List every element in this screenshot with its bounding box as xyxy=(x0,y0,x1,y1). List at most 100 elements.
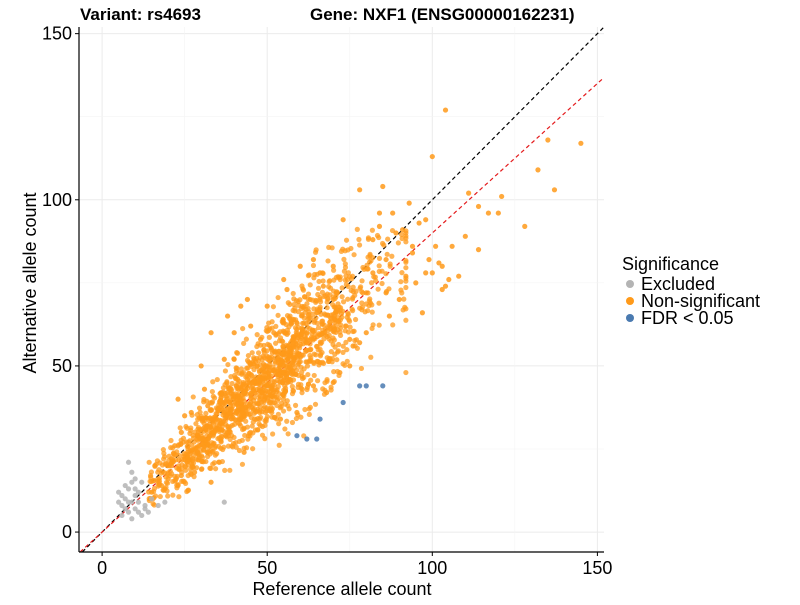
data-point-nonsig xyxy=(390,322,396,328)
data-point-nonsig xyxy=(276,421,282,427)
data-point-nonsig xyxy=(245,352,252,359)
data-point-nonsig xyxy=(204,453,211,460)
data-point-fdr xyxy=(304,436,310,442)
data-point-nonsig xyxy=(212,466,219,472)
data-point-nonsig xyxy=(187,470,194,476)
data-point-nonsig xyxy=(348,287,354,294)
data-point-excluded xyxy=(129,479,135,485)
data-point-nonsig xyxy=(185,487,191,494)
data-point-nonsig xyxy=(386,286,392,292)
data-point-nonsig xyxy=(250,419,256,425)
data-point-nonsig xyxy=(304,324,310,330)
data-point-nonsig xyxy=(369,227,375,233)
data-point-nonsig xyxy=(301,374,307,380)
data-point-nonsig xyxy=(286,353,292,359)
data-point-nonsig xyxy=(352,292,358,298)
data-point-nonsig xyxy=(231,356,237,362)
data-point-nonsig xyxy=(226,399,233,405)
data-point-nonsig xyxy=(208,330,214,336)
data-point-nonsig xyxy=(375,286,381,292)
data-point-nonsig xyxy=(293,340,299,346)
data-point-nonsig xyxy=(205,403,211,409)
data-point-excluded xyxy=(142,506,148,512)
data-point-nonsig xyxy=(172,473,178,479)
data-point-nonsig xyxy=(367,253,373,259)
data-point-excluded xyxy=(125,509,132,515)
data-point-nonsig xyxy=(400,307,406,313)
data-point-nonsig xyxy=(439,286,445,293)
data-point-nonsig xyxy=(403,273,409,279)
data-point-excluded xyxy=(116,499,122,505)
data-point-nonsig xyxy=(308,377,314,383)
data-point-nonsig xyxy=(264,408,270,414)
data-point-nonsig xyxy=(295,324,301,331)
data-point-nonsig xyxy=(178,466,185,472)
data-point-nonsig xyxy=(291,371,297,377)
data-point-nonsig xyxy=(291,301,297,308)
data-point-nonsig xyxy=(161,470,167,476)
data-point-nonsig xyxy=(324,376,330,383)
data-point-nonsig xyxy=(210,461,216,467)
data-point-nonsig xyxy=(250,446,256,452)
data-point-nonsig xyxy=(367,259,373,265)
data-point-nonsig xyxy=(429,270,435,276)
data-point-nonsig xyxy=(313,299,319,305)
data-point-nonsig xyxy=(256,392,262,398)
data-point-nonsig xyxy=(385,236,391,242)
data-point-nonsig xyxy=(268,347,275,353)
data-point-nonsig xyxy=(345,296,351,302)
data-point-nonsig xyxy=(349,273,356,279)
data-point-nonsig xyxy=(475,247,482,253)
data-point-nonsig xyxy=(326,284,332,290)
data-point-nonsig xyxy=(357,187,363,193)
data-point-nonsig xyxy=(389,253,395,259)
data-point-nonsig xyxy=(227,467,233,473)
data-point-nonsig xyxy=(217,397,224,404)
data-point-nonsig xyxy=(261,347,267,353)
data-point-nonsig xyxy=(220,412,226,418)
data-point-nonsig xyxy=(423,217,429,223)
data-point-nonsig xyxy=(341,268,347,274)
data-point-nonsig xyxy=(198,453,205,459)
data-point-nonsig xyxy=(313,315,319,321)
data-point-excluded xyxy=(162,499,168,505)
data-point-nonsig xyxy=(281,329,287,335)
data-point-nonsig xyxy=(255,406,261,413)
data-point-nonsig xyxy=(376,255,383,261)
data-point-nonsig xyxy=(243,445,250,451)
data-point-nonsig xyxy=(236,404,242,410)
data-point-nonsig xyxy=(234,350,241,356)
data-point-nonsig xyxy=(347,363,353,369)
data-point-nonsig xyxy=(352,316,359,323)
y-tick-label: 0 xyxy=(62,522,72,542)
data-point-nonsig xyxy=(198,441,205,448)
data-point-nonsig xyxy=(356,242,363,248)
y-tick-label: 100 xyxy=(42,190,72,210)
data-point-nonsig xyxy=(302,294,308,300)
data-point-nonsig xyxy=(270,368,276,374)
data-point-nonsig xyxy=(578,140,584,146)
data-point-nonsig xyxy=(286,406,292,412)
data-point-nonsig xyxy=(351,328,357,334)
data-point-nonsig xyxy=(198,436,204,442)
data-point-nonsig xyxy=(324,389,330,396)
data-point-nonsig xyxy=(292,402,299,408)
data-point-nonsig xyxy=(271,382,277,388)
data-point-nonsig xyxy=(370,237,376,243)
data-point-nonsig xyxy=(398,287,404,293)
data-point-nonsig xyxy=(239,461,246,467)
data-point-nonsig xyxy=(147,473,154,479)
data-point-nonsig xyxy=(363,290,369,296)
data-point-nonsig xyxy=(383,256,389,263)
data-point-nonsig xyxy=(195,416,201,422)
legend-label-nonsig: Non-significant xyxy=(641,291,760,311)
legend-title: Significance xyxy=(622,254,719,274)
x-tick-label: 100 xyxy=(417,558,447,578)
data-point-nonsig xyxy=(280,408,287,414)
data-point-nonsig xyxy=(306,411,312,418)
data-point-nonsig xyxy=(178,441,184,448)
data-point-nonsig xyxy=(370,322,376,328)
data-point-nonsig xyxy=(146,459,152,465)
data-point-nonsig xyxy=(167,468,173,474)
data-point-nonsig xyxy=(201,399,207,405)
